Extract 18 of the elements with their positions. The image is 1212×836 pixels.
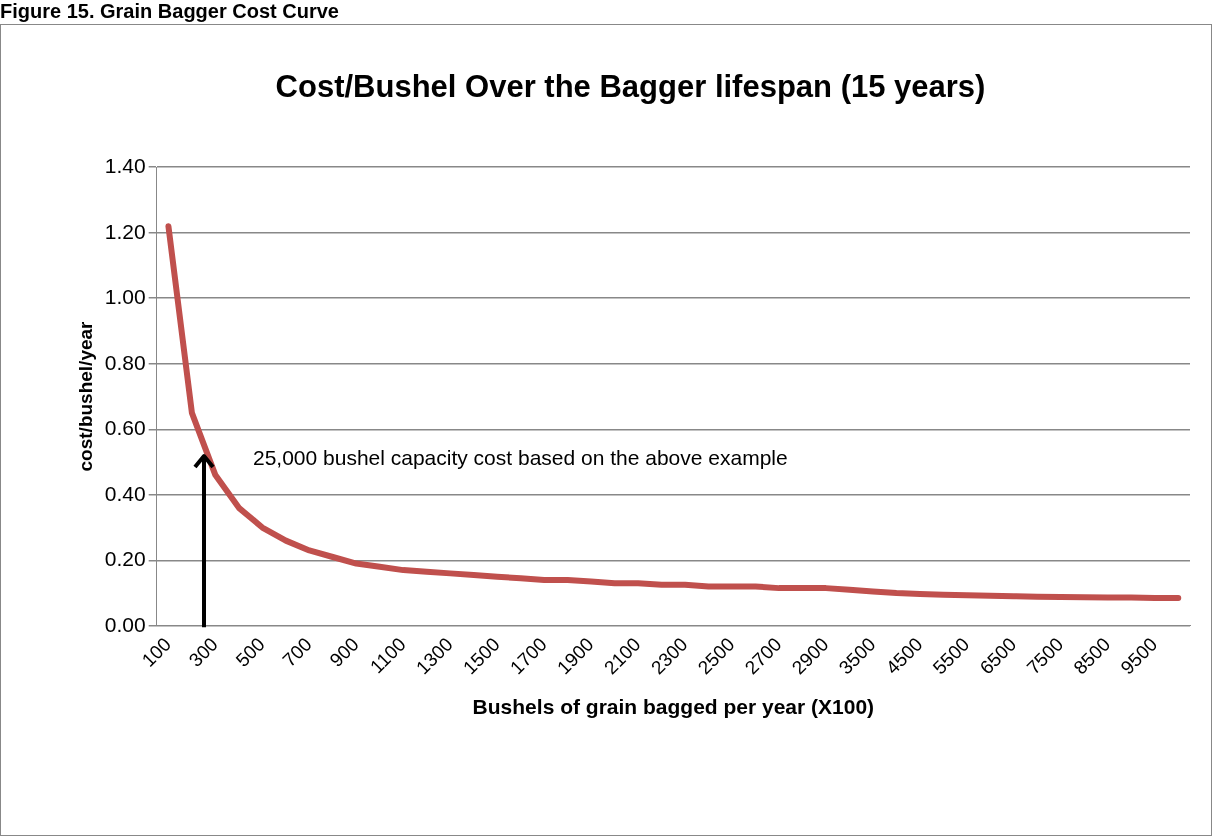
y-tick-label: 1.40 — [104, 154, 146, 177]
y-tick-label: 0.80 — [104, 350, 146, 374]
y-tick-label: 0.20 — [104, 547, 146, 571]
y-tick-label: 1.00 — [104, 285, 146, 309]
x-tick-label: 500 — [231, 633, 269, 671]
y-axis-title: cost/bushel/year — [74, 320, 96, 472]
y-tick-label: 0.60 — [104, 416, 146, 440]
chart-title: Cost/Bushel Over the Bagger lifespan (15 years) — [275, 69, 986, 105]
y-tick-label: 0.00 — [104, 612, 146, 636]
y-tick-label: 0.40 — [104, 481, 146, 505]
x-tick-label: 700 — [278, 633, 316, 671]
y-tick-label: 1.20 — [104, 219, 146, 243]
x-axis-title: Bushels of grain bagged per year (X100) — [472, 695, 875, 719]
annotation: 25,000 bushel capacity cost based on the above example — [252, 445, 788, 469]
x-tick-label: 100 — [137, 633, 175, 671]
x-tick-label: 300 — [184, 633, 222, 671]
caption: Figure 15. Grain Bagger Cost Curve — [0, 0, 339, 22]
x-tick-label: 900 — [325, 633, 363, 671]
